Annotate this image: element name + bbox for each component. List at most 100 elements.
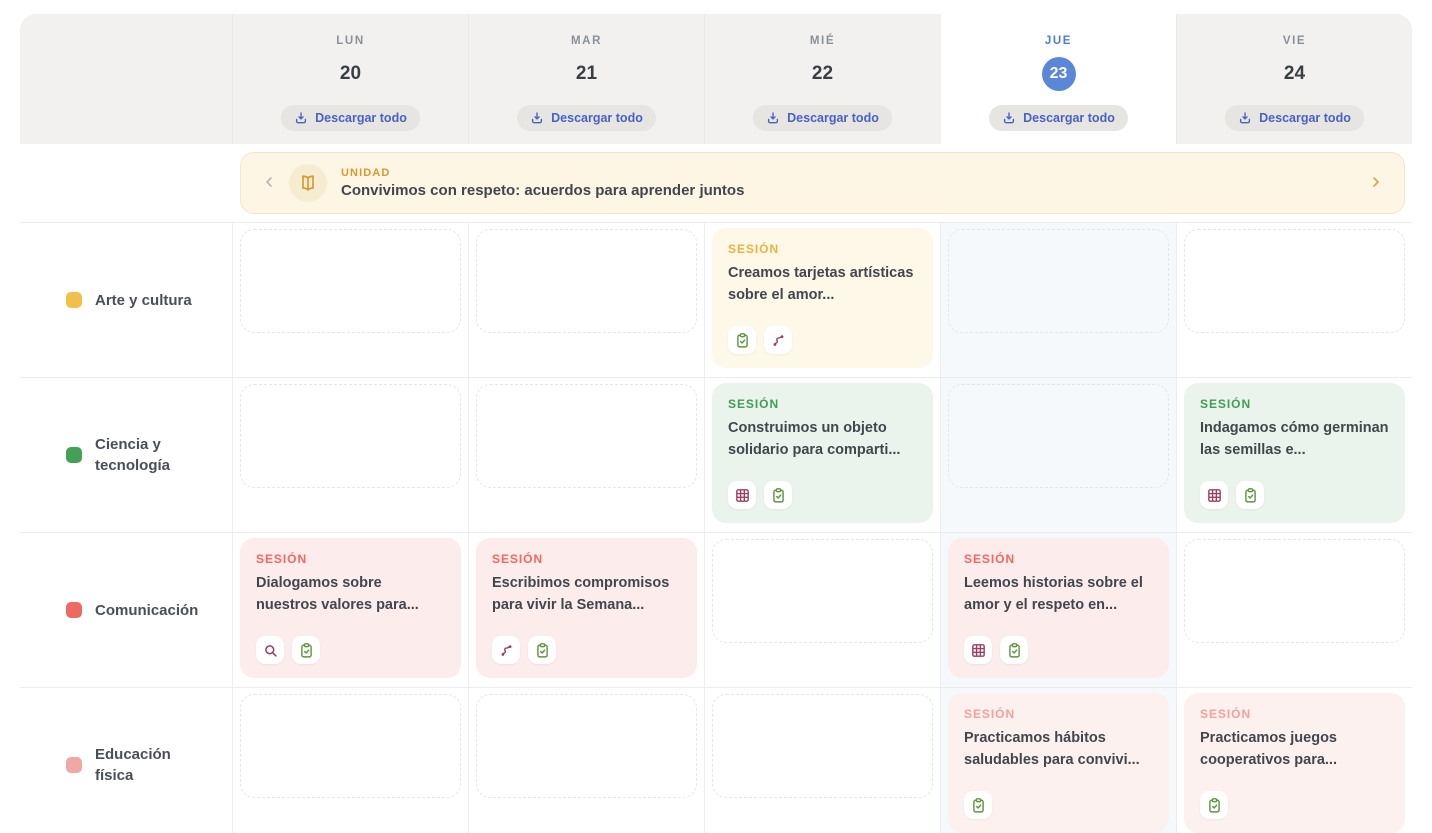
search-icon[interactable] bbox=[256, 636, 284, 664]
empty-slot bbox=[948, 229, 1169, 333]
session-card[interactable]: SESIÓN Dialogamos sobre nuestros valores … bbox=[240, 538, 461, 678]
clipboard-check-icon[interactable] bbox=[1000, 636, 1028, 664]
day-number: 21 bbox=[576, 56, 597, 92]
resource-icon-row bbox=[1200, 791, 1389, 819]
subject-color-dot bbox=[66, 447, 82, 463]
resource-icon-row bbox=[964, 791, 1153, 819]
download-all-button[interactable]: Descargar todo bbox=[281, 105, 420, 131]
subject-name: Ciencia y tecnología bbox=[95, 436, 171, 474]
clipboard-check-icon[interactable] bbox=[764, 481, 792, 509]
empty-slot bbox=[1184, 229, 1405, 333]
session-card[interactable]: SESIÓN Creamos tarjetas artísticas sobre … bbox=[712, 228, 933, 368]
empty-slot bbox=[712, 539, 933, 643]
session-title: Indagamos cómo germinan las semillas e..… bbox=[1200, 420, 1389, 458]
clipboard-check-icon[interactable] bbox=[1200, 791, 1228, 819]
unit-badge: UNIDAD bbox=[341, 167, 391, 179]
schedule-cell bbox=[468, 688, 704, 833]
schedule-cell bbox=[940, 223, 1176, 377]
session-card[interactable]: SESIÓN Practicamos juegos cooperativos pa… bbox=[1184, 693, 1405, 833]
session-title: Creamos tarjetas artísticas sobre el amo… bbox=[728, 265, 914, 303]
schedule-cell bbox=[468, 223, 704, 377]
clipboard-check-icon[interactable] bbox=[1236, 481, 1264, 509]
resource-icon-row bbox=[728, 481, 917, 509]
schedule-cell: SESIÓN Construimos un objeto solidario pa… bbox=[704, 378, 940, 532]
day-column-header-jue: JUE 23 Descargar todo bbox=[940, 14, 1176, 144]
resource-icon-row bbox=[256, 636, 445, 664]
session-card[interactable]: SESIÓN Practicamos hábitos saludables par… bbox=[948, 693, 1169, 833]
session-label: SESIÓN bbox=[1200, 707, 1252, 721]
day-number-text: 20 bbox=[339, 63, 362, 84]
download-icon bbox=[1002, 111, 1016, 125]
resource-icon-row bbox=[1200, 481, 1389, 509]
empty-slot bbox=[712, 694, 933, 798]
clipboard-check-icon[interactable] bbox=[292, 636, 320, 664]
session-title: Dialogamos sobre nuestros valores para..… bbox=[256, 575, 419, 613]
session-label: SESIÓN bbox=[728, 397, 780, 411]
clipboard-check-icon[interactable] bbox=[964, 791, 992, 819]
day-column-header-vie: VIE 24 Descargar todo bbox=[1176, 14, 1412, 144]
empty-slot bbox=[476, 694, 697, 798]
empty-slot bbox=[476, 384, 697, 488]
session-label: SESIÓN bbox=[492, 552, 544, 566]
download-icon bbox=[530, 111, 544, 125]
unit-banner: UNIDAD Convivimos con respeto: acuerdos … bbox=[240, 152, 1405, 214]
resource-icon-row bbox=[492, 636, 681, 664]
unit-title: Convivimos con respeto: acuerdos para ap… bbox=[341, 182, 745, 199]
subject-row: Educación física SESIÓN Practicamos hábito… bbox=[20, 687, 1412, 833]
subject-name: Educación física bbox=[95, 746, 171, 784]
download-all-button[interactable]: Descargar todo bbox=[1225, 105, 1364, 131]
empty-slot bbox=[476, 229, 697, 333]
download-all-button[interactable]: Descargar todo bbox=[989, 105, 1128, 131]
empty-slot bbox=[1184, 539, 1405, 643]
session-label: SESIÓN bbox=[256, 552, 308, 566]
session-label: SESIÓN bbox=[964, 707, 1016, 721]
download-icon bbox=[294, 111, 308, 125]
clipboard-check-icon[interactable] bbox=[528, 636, 556, 664]
session-card[interactable]: SESIÓN Construimos un objeto solidario pa… bbox=[712, 383, 933, 523]
day-number-text: 21 bbox=[575, 63, 598, 84]
subject-label-cell: Ciencia y tecnología bbox=[20, 378, 232, 532]
clipboard-check-icon[interactable] bbox=[728, 326, 756, 354]
session-label: SESIÓN bbox=[1200, 397, 1252, 411]
grid-icon[interactable] bbox=[728, 481, 756, 509]
grid-icon[interactable] bbox=[964, 636, 992, 664]
download-all-button[interactable]: Descargar todo bbox=[753, 105, 892, 131]
day-label: VIE bbox=[1282, 35, 1307, 47]
empty-slot bbox=[240, 694, 461, 798]
day-number-text: 24 bbox=[1283, 63, 1306, 84]
session-card[interactable]: SESIÓN Escribimos compromisos para vivir … bbox=[476, 538, 697, 678]
empty-slot bbox=[948, 384, 1169, 488]
selected-day-circle: 23 bbox=[1041, 57, 1076, 91]
weekly-planner-board: LUN 20 Descargar todo MAR 21 Descargar todo MI… bbox=[20, 14, 1412, 833]
day-number-text: 22 bbox=[811, 63, 834, 84]
session-card[interactable]: SESIÓN Leemos historias sobre el amor y e… bbox=[948, 538, 1169, 678]
day-label: MAR bbox=[570, 35, 603, 47]
session-title: Practicamos juegos cooperativos para... bbox=[1200, 730, 1337, 768]
download-all-label: Descargar todo bbox=[787, 111, 879, 125]
schedule-cell bbox=[940, 378, 1176, 532]
route-icon[interactable] bbox=[764, 326, 792, 354]
route-icon[interactable] bbox=[492, 636, 520, 664]
chevron-right-icon bbox=[1368, 174, 1384, 193]
header-row: LUN 20 Descargar todo MAR 21 Descargar todo MI… bbox=[20, 14, 1412, 144]
subject-color-dot bbox=[66, 602, 82, 618]
header-corner-cell bbox=[20, 14, 232, 144]
day-label: LUN bbox=[336, 35, 365, 47]
schedule-cell bbox=[232, 378, 468, 532]
download-all-button[interactable]: Descargar todo bbox=[517, 105, 656, 131]
unit-banner-strip: UNIDAD Convivimos con respeto: acuerdos … bbox=[20, 144, 1412, 222]
session-title: Practicamos hábitos saludables para conv… bbox=[964, 730, 1140, 768]
selected-day-number: 23 bbox=[1041, 56, 1076, 92]
resource-icon-row bbox=[728, 326, 917, 354]
download-all-label: Descargar todo bbox=[1023, 111, 1115, 125]
grid-icon[interactable] bbox=[1200, 481, 1228, 509]
schedule-cell: SESIÓN Escribimos compromisos para vivir … bbox=[468, 533, 704, 687]
previous-unit-button[interactable] bbox=[257, 170, 281, 197]
chevron-left-icon bbox=[261, 174, 277, 193]
session-card[interactable]: SESIÓN Indagamos cómo germinan las semill… bbox=[1184, 383, 1405, 523]
session-title: Escribimos compromisos para vivir la Sem… bbox=[492, 575, 670, 613]
subject-label-cell: Educación física bbox=[20, 688, 232, 833]
empty-slot bbox=[240, 229, 461, 333]
schedule-cell bbox=[704, 688, 940, 833]
next-unit-button[interactable] bbox=[1364, 170, 1388, 197]
